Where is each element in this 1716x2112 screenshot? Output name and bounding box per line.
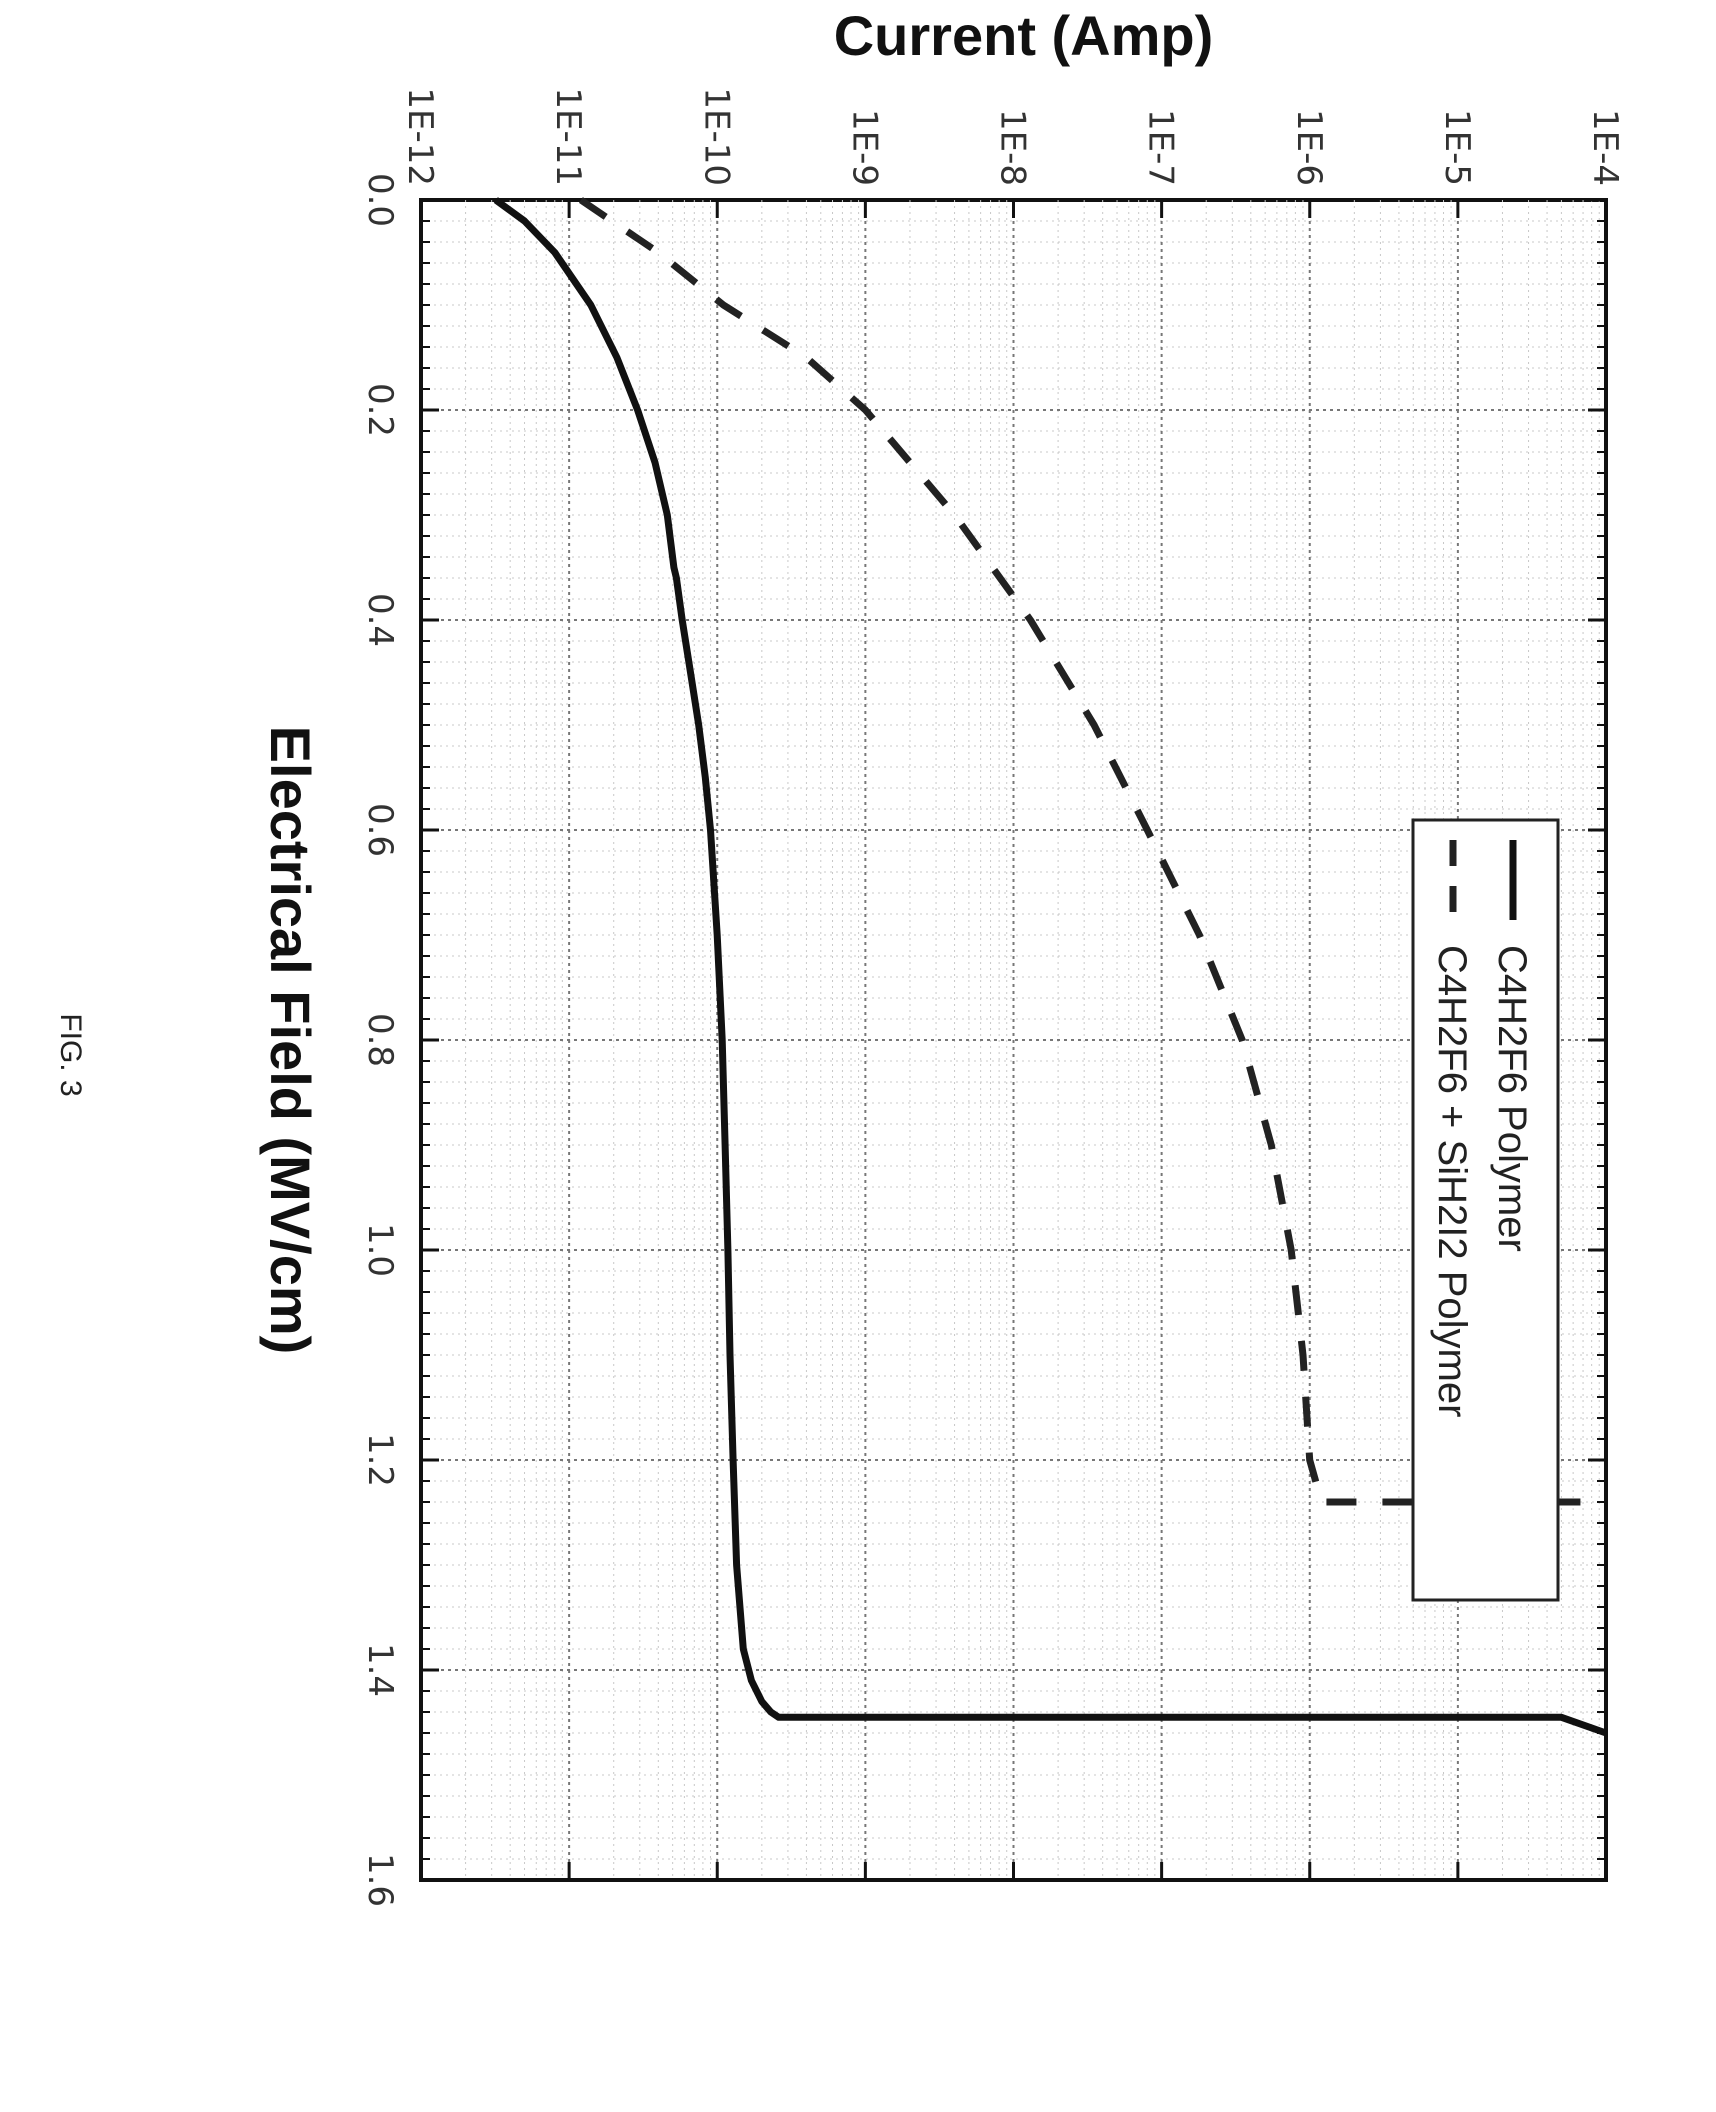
y-tick-label: 1E-8: [993, 109, 1033, 186]
x-axis-title: Electrical Field (MV/cm): [259, 726, 322, 1355]
y-tick-labels: 1E-12 1E-11 1E-10 1E-9 1E-8 1E-7 1E-6 1E-5 1E-4: [400, 87, 1625, 186]
x-tick-label: 0.6: [360, 803, 400, 857]
series-layer: [493, 197, 1608, 1737]
y-tick-label: 1E-5: [1437, 109, 1477, 186]
major-grid: [421, 200, 1606, 1880]
x-tick-label: 1.4: [360, 1643, 400, 1697]
y-tick-label: 1E-11: [548, 87, 588, 186]
tick-marks: [419, 198, 1608, 1882]
x-tick-label: 1.6: [360, 1853, 400, 1907]
x-tick-label: 0.4: [360, 593, 400, 647]
x-tick-labels: 0.0 0.2 0.4 0.6 0.8 1.0 1.2 1.4 1.6: [360, 173, 400, 1907]
y-tick-label: 1E-9: [844, 109, 884, 186]
x-tick-label: 1.0: [360, 1223, 400, 1277]
legend-box: [1411, 818, 1560, 1602]
y-tick-label: 1E-7: [1141, 109, 1181, 186]
series-line-c4h2f6-sih2i2: [578, 197, 1606, 1506]
y-tick-label: 1E-10: [696, 87, 736, 186]
x-tick-label: 1.2: [360, 1433, 400, 1487]
legend-label-c4h2f6: C4H2F6 Polymer: [1490, 945, 1534, 1252]
legend: C4H2F6 Polymer C4H2F6 + SiH2I2 Polymer: [1411, 818, 1560, 1602]
y-tick-label: 1E-4: [1585, 109, 1625, 186]
x-tick-label: 0.8: [360, 1013, 400, 1067]
x-tick-label: 0.0: [360, 173, 400, 227]
series-line-c4h2f6: [493, 197, 1608, 1737]
figure-caption: FIG. 3: [54, 1013, 87, 1096]
y-axis-title: Current (Amp): [834, 4, 1214, 67]
legend-label-c4h2f6-sih2i2: C4H2F6 + SiH2I2 Polymer: [1430, 945, 1474, 1417]
y-tick-label: 1E-12: [400, 87, 440, 186]
x-tick-label: 0.2: [360, 383, 400, 437]
y-tick-label: 1E-6: [1289, 109, 1329, 186]
